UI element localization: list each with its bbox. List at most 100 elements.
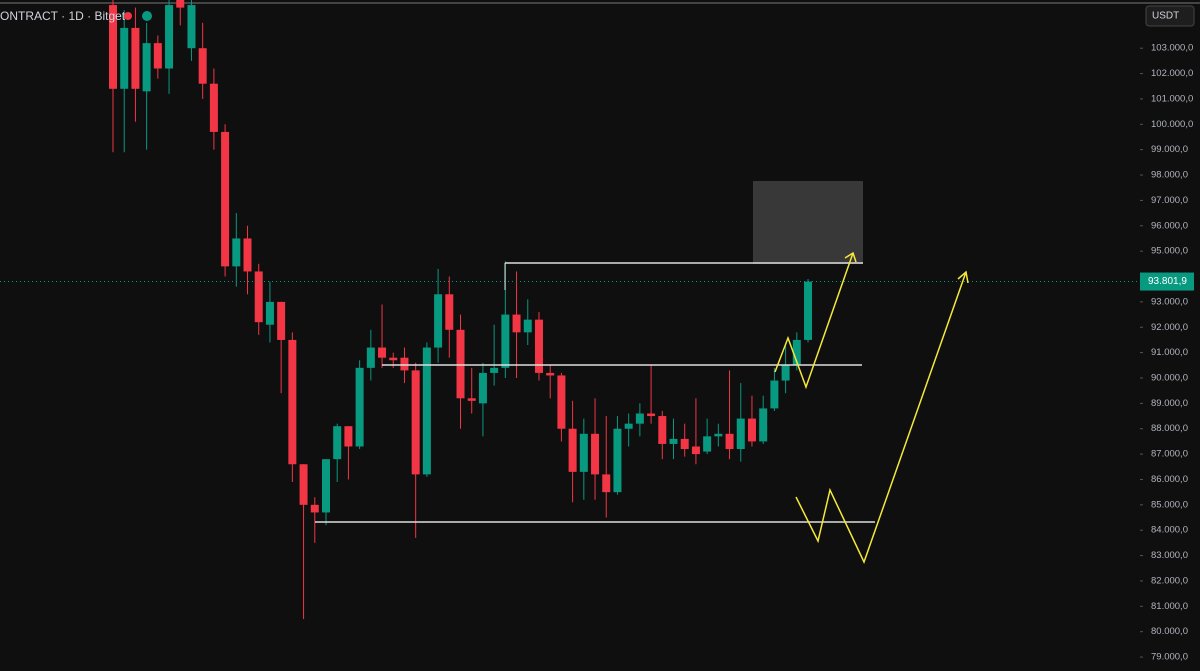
candle-body: [602, 474, 611, 493]
candle-body: [691, 446, 700, 455]
candle-body: [153, 43, 162, 69]
currency-label: USDT: [1152, 11, 1179, 22]
candle-body: [434, 294, 443, 348]
candle-body: [647, 413, 656, 417]
candle-body: [142, 43, 151, 92]
y-tick-label: 99.000,0: [1151, 144, 1188, 155]
price-axis: 79.000,0 80.000,0 81.000,0 82.000,0 83.000,0…: [1140, 43, 1194, 663]
candle-body: [624, 423, 633, 429]
y-tick-label: 92.000,0: [1151, 322, 1188, 333]
candle-body: [366, 347, 375, 368]
y-tick-label: 88.000,0: [1151, 423, 1188, 434]
last-price-label: 93.801,9: [1148, 276, 1187, 287]
candle-body: [725, 433, 734, 450]
candle-body: [478, 372, 487, 404]
y-tick-label: 96.000,0: [1151, 220, 1188, 231]
candle-body: [680, 438, 689, 450]
candle-body: [534, 319, 543, 373]
status-icon: [142, 11, 152, 21]
candle-body: [759, 408, 768, 442]
candle-body: [321, 459, 330, 513]
candle-body: [288, 339, 297, 465]
candle-body: [198, 48, 207, 84]
candle-body: [512, 314, 521, 333]
candle-body: [579, 433, 588, 472]
y-tick-label: 83.000,0: [1151, 550, 1188, 561]
candle-body: [299, 464, 308, 505]
y-tick-label: 82.000,0: [1151, 575, 1188, 586]
y-tick-label: 93.000,0: [1151, 296, 1188, 307]
y-tick-label: 103.000,0: [1151, 43, 1193, 54]
candle-body: [165, 5, 174, 69]
candle-body: [109, 5, 117, 89]
candle-body: [557, 375, 566, 429]
candle-body: [568, 428, 577, 472]
currency-button[interactable]: [1145, 5, 1195, 27]
candle-body: [120, 27, 129, 89]
y-tick-label: 84.000,0: [1151, 525, 1188, 536]
y-tick-label: 91.000,0: [1151, 347, 1188, 358]
y-tick-label: 102.000,0: [1151, 68, 1193, 79]
candle-body: [456, 329, 465, 399]
candle-body: [333, 426, 342, 460]
y-tick-label: 89.000,0: [1151, 398, 1188, 409]
candle-body: [669, 438, 678, 444]
candle-body: [703, 436, 712, 452]
projection-arrow: [795, 271, 967, 564]
candle-body: [187, 5, 196, 49]
flag-icon: [124, 12, 132, 20]
candle-body: [400, 357, 409, 371]
y-tick-label: 98.000,0: [1151, 170, 1188, 181]
candle-body: [490, 367, 499, 373]
candle-body: [635, 413, 644, 424]
candle-body: [714, 433, 723, 437]
y-tick-label: 90.000,0: [1151, 373, 1188, 384]
candle-body: [310, 504, 319, 513]
candle-body: [422, 347, 431, 475]
y-tick-label: 97.000,0: [1151, 195, 1188, 206]
y-tick-label: 100.000,0: [1151, 119, 1193, 130]
arrow-head: [844, 251, 857, 263]
candle-body: [591, 433, 600, 475]
candle-body: [792, 339, 801, 366]
candle-body: [523, 319, 532, 333]
y-tick-label: 87.000,0: [1151, 449, 1188, 460]
plot-area: [0, 0, 1140, 619]
candle-body: [221, 131, 230, 267]
candle-body: [613, 428, 622, 493]
candle-body: [736, 418, 745, 450]
candle-body: [355, 367, 364, 447]
y-tick-label: 101.000,0: [1151, 93, 1193, 104]
candle-body: [265, 301, 274, 325]
y-tick-label: 79.000,0: [1151, 652, 1188, 663]
candle-body: [781, 365, 790, 381]
candle-body: [770, 380, 779, 409]
candle-body: [445, 294, 454, 330]
y-tick-label: 85.000,0: [1151, 499, 1188, 510]
candle-body: [277, 301, 286, 340]
candle-body: [804, 281, 813, 340]
y-tick-label: 80.000,0: [1151, 626, 1188, 637]
candle-body: [546, 372, 555, 376]
candle-body: [658, 416, 667, 444]
candle-body: [344, 426, 353, 447]
y-tick-label: 86.000,0: [1151, 474, 1188, 485]
arrow-head: [957, 270, 969, 284]
projection-arrow: [774, 252, 854, 390]
candle-body: [378, 347, 387, 358]
candle-body: [131, 27, 140, 89]
candle-body: [501, 314, 510, 368]
chart-title: ONTRACT · 1D · Bitget: [0, 9, 126, 23]
candle-body: [232, 238, 241, 267]
candle-body: [243, 238, 252, 272]
candle-body: [411, 370, 420, 475]
y-tick-label: 81.000,0: [1151, 601, 1188, 612]
candle-body: [254, 271, 263, 323]
candle-body: [176, 0, 185, 8]
candle-body: [209, 83, 218, 132]
candle-body: [747, 418, 756, 442]
candle-body: [389, 357, 398, 361]
drawings: [315, 181, 969, 564]
